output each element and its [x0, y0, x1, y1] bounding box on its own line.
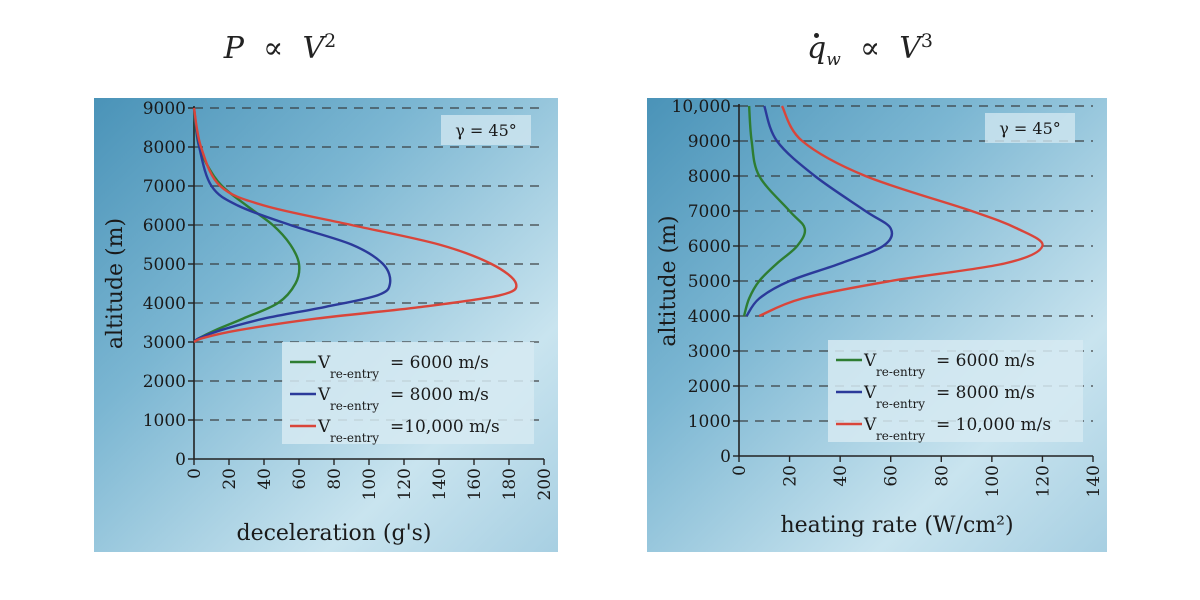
- y-tick-label: 10,000: [672, 97, 731, 117]
- title-left-rel: ∝: [263, 31, 284, 66]
- legend-value: =10,000 m/s: [390, 417, 500, 437]
- y-tick-label: 7000: [688, 202, 731, 222]
- left-chart-title: P ∝ V2: [160, 30, 400, 80]
- y-tick-label: 8000: [688, 167, 731, 187]
- y-tick-label: 6000: [688, 237, 731, 257]
- legend-value: = 8000 m/s: [390, 385, 489, 405]
- title-right-rel: ∝: [859, 31, 881, 66]
- y-tick-label: 6000: [143, 216, 186, 236]
- x-tick-label: 20: [781, 465, 801, 487]
- x-tick-label: 160: [465, 468, 485, 500]
- title-right-rhs: V: [899, 31, 921, 66]
- title-left-lhs: P: [223, 31, 244, 66]
- y-tick-label: 5000: [688, 272, 731, 292]
- legend-box: [828, 340, 1083, 442]
- title-right-lhs: q: [806, 31, 827, 66]
- right-chart-title: qw ∝ V3: [750, 30, 990, 80]
- y-tick-label: 4000: [143, 294, 186, 314]
- x-tick-label: 60: [882, 465, 902, 487]
- legend-label-sub: re-entry: [330, 367, 379, 381]
- y-tick-label: 0: [175, 450, 186, 470]
- x-tick-label: 60: [290, 468, 310, 490]
- series-line-red: [758, 105, 1044, 318]
- x-axis-label: deceleration (g's): [236, 521, 431, 546]
- gamma-annotation: γ = 45°: [999, 119, 1061, 138]
- x-axis-label: heating rate (W/cm²): [780, 513, 1013, 538]
- x-tick-label: 100: [360, 468, 380, 500]
- y-tick-label: 5000: [143, 255, 186, 275]
- legend-label-sub: re-entry: [876, 365, 925, 379]
- y-tick-label: 2000: [688, 377, 731, 397]
- legend-box: [282, 342, 534, 444]
- x-tick-label: 0: [185, 468, 205, 479]
- chart-panel-bg: [647, 98, 1107, 552]
- annotation-box: [441, 115, 531, 145]
- series-line-red: [192, 107, 518, 344]
- legend-label: V: [863, 383, 877, 403]
- legend-value: = 8000 m/s: [936, 383, 1035, 403]
- x-tick-label: 120: [395, 468, 415, 500]
- legend-value: = 10,000 m/s: [936, 415, 1051, 435]
- legend-value: = 6000 m/s: [390, 353, 489, 373]
- y-tick-label: 1000: [688, 412, 731, 432]
- x-tick-label: 0: [730, 465, 750, 476]
- x-tick-label: 120: [1033, 465, 1053, 497]
- legend-label-sub: re-entry: [876, 429, 925, 443]
- legend-value: = 6000 m/s: [936, 351, 1035, 371]
- y-tick-label: 3000: [688, 342, 731, 362]
- title-left-exp: 2: [324, 30, 337, 52]
- y-tick-label: 9000: [143, 99, 186, 119]
- y-tick-label: 9000: [688, 132, 731, 152]
- heating-rate-chart: 010002000300040005000600070008000900010,…: [647, 97, 1107, 552]
- y-tick-label: 1000: [143, 411, 186, 431]
- legend-label: V: [317, 417, 331, 437]
- chart-panel-bg: [94, 98, 558, 552]
- x-tick-label: 200: [535, 468, 555, 500]
- x-tick-label: 180: [500, 468, 520, 500]
- title-right-sub: w: [826, 50, 841, 70]
- legend-label: V: [317, 353, 331, 373]
- x-tick-label: 80: [325, 468, 345, 490]
- series-line-blue: [745, 105, 894, 317]
- gamma-annotation: γ = 45°: [455, 121, 517, 140]
- y-tick-label: 0: [720, 447, 731, 467]
- legend-label-sub: re-entry: [876, 397, 925, 411]
- legend-label-sub: re-entry: [330, 399, 379, 413]
- legend-label: V: [863, 415, 877, 435]
- annotation-box: [985, 113, 1075, 143]
- series-line-green: [742, 105, 807, 317]
- x-tick-label: 100: [983, 465, 1003, 497]
- legend-label: V: [863, 351, 877, 371]
- y-axis-label: altitude (m): [103, 218, 128, 349]
- x-tick-label: 80: [932, 465, 952, 487]
- deceleration-chart: 0 1000 2000 3000 4000 5000 6000 7000 8000 9000 0 20…: [94, 98, 558, 552]
- x-tick-label: 20: [220, 468, 240, 490]
- legend-label: V: [317, 385, 331, 405]
- y-tick-label: 4000: [688, 307, 731, 327]
- x-tick-label: 40: [831, 465, 851, 487]
- y-tick-label: 7000: [143, 177, 186, 197]
- x-tick-label: 140: [430, 468, 450, 500]
- title-left-rhs: V: [302, 31, 325, 66]
- y-axis-label: altitude (m): [656, 215, 681, 346]
- y-tick-label: 2000: [143, 372, 186, 392]
- x-tick-label: 140: [1084, 465, 1104, 497]
- x-tick-label: 40: [255, 468, 275, 490]
- y-tick-label: 3000: [143, 333, 186, 353]
- legend-label-sub: re-entry: [330, 431, 379, 445]
- title-right-exp: 3: [920, 30, 933, 52]
- y-tick-label: 8000: [143, 138, 186, 158]
- series-line-blue: [192, 107, 392, 343]
